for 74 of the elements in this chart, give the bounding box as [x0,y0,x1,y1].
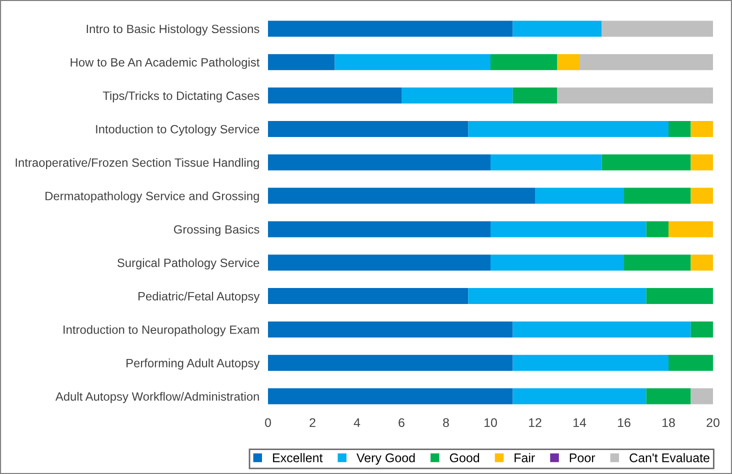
x-tick-label: 6 [398,418,404,428]
bar [690,254,713,271]
bar [690,188,713,204]
x-tick-label: 4 [354,418,360,427]
bar [468,120,668,137]
x-tick-label: 0 [265,418,271,428]
y-tick-label: Intro to Basic Histology Sessions [86,24,260,36]
bar [668,221,713,238]
bar [268,20,513,37]
bar [268,54,335,70]
y-tick-label: Tips/Tricks to Dictating Cases [102,91,260,102]
bar [402,88,513,104]
legend-label: Poor [570,454,596,462]
bar [557,88,713,104]
bar [690,120,713,137]
legend-label: Excellent [273,453,323,462]
bar [268,221,490,238]
x-tick-label: 12 [529,418,542,427]
bar [690,154,713,170]
bar [690,321,713,338]
bar [512,20,602,37]
bar [668,120,691,137]
x-tick-label: 8 [443,418,449,428]
legend-label: Fair [514,453,535,462]
bar [602,154,691,170]
bar [602,20,713,37]
bar [535,188,624,204]
x-tick-label: 16 [618,418,630,428]
bar [557,54,580,70]
x-tick-label: 18 [662,418,675,428]
y-tick-label: Dermatopathology Service and Grossing [46,191,259,203]
x-tick-label: 20 [706,418,720,428]
y-tick-label: Introduction to Neuropathology Exam [64,325,259,336]
bar [268,354,513,371]
bar [646,221,668,238]
bar [268,120,468,137]
bar [490,254,624,271]
bar [668,354,713,371]
bar [268,321,513,338]
y-tick-label: Surgical Pathology Service [117,258,260,270]
bar [624,188,691,204]
bar [646,388,691,404]
bar [268,188,535,204]
bar [268,88,402,104]
bar [334,54,490,70]
y-tick-label: Grossing Basics [174,224,260,236]
y-tick-label: Performing Adult Autopsy [126,358,260,370]
bar [468,288,646,304]
bar [646,288,713,304]
bar [490,221,646,238]
legend-label: Very Good [356,453,415,465]
y-tick-label: Intoduction to Cytology Service [96,124,260,136]
bar [268,288,468,304]
bar [268,388,513,404]
bar [268,254,490,271]
bar [512,321,691,338]
x-tick-label: 14 [574,418,586,427]
bar [490,54,558,70]
bar [512,88,558,104]
bar [512,354,668,371]
y-tick-label: Adult Autopsy Workflow/Administration [55,392,259,404]
bar [690,388,713,404]
bar [624,254,691,271]
legend-label: Good [450,453,480,462]
x-tick-label: 10 [484,418,497,428]
y-tick-label: Pediatric/Fetal Autopsy [138,292,260,303]
x-tick-label: 2 [310,418,316,427]
legend-label: Can't Evaluate [630,453,710,462]
y-tick-label: Intraoperative/Frozen Section Tissue Handling [16,158,259,170]
bar [490,154,602,170]
y-tick-label: How to Be An Academic Pathologist [70,58,260,69]
bar [512,388,646,404]
bar [268,154,490,170]
bar [580,54,713,70]
